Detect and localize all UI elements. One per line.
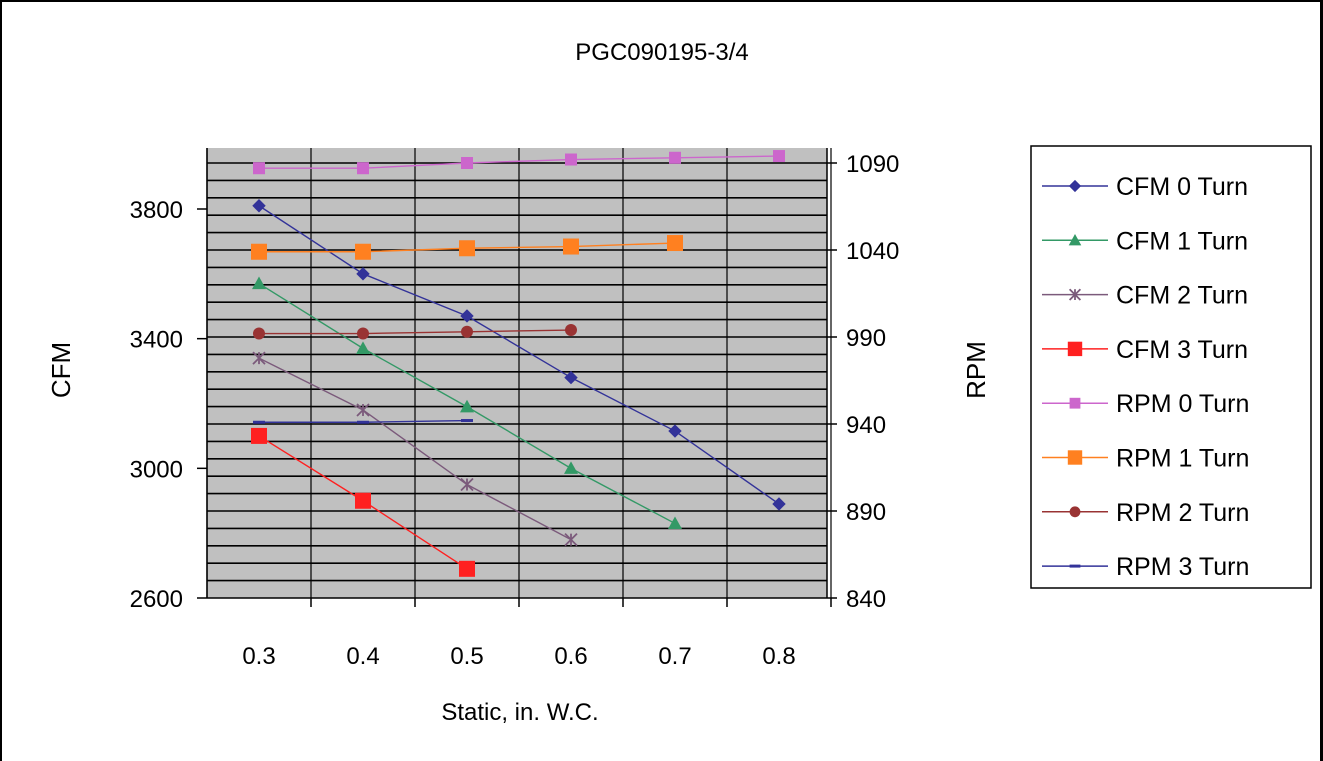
- y-tick-label: 3800: [130, 197, 183, 224]
- data-point: [1068, 179, 1082, 193]
- legend-item: RPM 0 Turn: [1042, 390, 1249, 418]
- x-tick-label: 0.5: [450, 643, 483, 670]
- y2-tick-label: 890: [846, 499, 886, 526]
- data-point: [1069, 506, 1081, 518]
- legend-label: RPM 3 Turn: [1116, 553, 1249, 581]
- y2-tick-label: 940: [846, 412, 886, 439]
- data-point: [459, 240, 475, 257]
- legend-label: CFM 2 Turn: [1116, 282, 1248, 310]
- data-point: [563, 238, 579, 255]
- y2-axis-label: RPM: [961, 341, 991, 399]
- legend-label: CFM 0 Turn: [1116, 173, 1248, 201]
- y2-tick-label: 840: [846, 586, 886, 613]
- data-point: [459, 560, 475, 577]
- x-tick-label: 0.4: [346, 643, 379, 670]
- data-point: [1069, 397, 1081, 409]
- series-cfm-3-turn: [251, 427, 475, 577]
- y2-tick-label: 1040: [846, 238, 899, 265]
- series-line: [258, 357, 572, 541]
- gridlines: [206, 148, 832, 598]
- data-point: [252, 276, 266, 290]
- data-point: [461, 157, 473, 169]
- plot-area: [207, 148, 827, 598]
- data-point: [1068, 288, 1082, 301]
- legend-item: CFM 2 Turn: [1042, 282, 1248, 310]
- x-tick-label: 0.8: [762, 643, 795, 670]
- data-point: [772, 497, 786, 511]
- series-rpm-0-turn: [253, 150, 785, 175]
- series-line: [259, 329, 572, 335]
- legend-label: CFM 3 Turn: [1116, 336, 1248, 364]
- legend-label: RPM 2 Turn: [1116, 499, 1249, 527]
- series-cfm-2-turn: [252, 351, 578, 547]
- data-point: [461, 325, 473, 338]
- legend-item: RPM 1 Turn: [1042, 445, 1249, 473]
- series-cfm-0-turn: [252, 199, 786, 511]
- data-point: [460, 309, 474, 323]
- legend-label: RPM 1 Turn: [1116, 445, 1249, 473]
- legend-item: RPM 3 Turn: [1042, 553, 1249, 581]
- data-point: [1067, 341, 1083, 357]
- x-tick-label: 0.6: [554, 643, 587, 670]
- data-point: [252, 199, 266, 213]
- data-point: [564, 461, 578, 474]
- data-point: [253, 162, 265, 175]
- data-point: [357, 162, 369, 175]
- data-point: [251, 243, 267, 260]
- series-line: [259, 155, 780, 169]
- y-tick-label: 3000: [130, 456, 183, 483]
- y-tick-label: 3400: [130, 327, 183, 354]
- data-point: [356, 267, 370, 281]
- legend-item: CFM 3 Turn: [1042, 336, 1248, 364]
- series-rpm-3-turn: [253, 419, 473, 424]
- series-line: [258, 205, 780, 505]
- x-tick-label: 0.7: [658, 643, 691, 670]
- data-point: [565, 153, 577, 166]
- data-point: [355, 492, 371, 509]
- legend-label: RPM 0 Turn: [1116, 390, 1249, 418]
- data-point: [357, 327, 369, 340]
- data-point: [669, 151, 681, 164]
- x-axis-label: Static, in. W.C.: [441, 699, 598, 726]
- data-point: [564, 370, 578, 385]
- y-axis-label: CFM: [46, 342, 76, 398]
- data-point: [253, 327, 265, 340]
- y-tick-label: 2600: [130, 586, 183, 613]
- data-point: [564, 533, 578, 547]
- x-tick-label: 0.3: [242, 643, 275, 670]
- data-point: [252, 351, 266, 365]
- data-point: [667, 235, 683, 252]
- data-point: [460, 399, 474, 413]
- legend-label: CFM 1 Turn: [1116, 227, 1248, 255]
- data-point: [251, 427, 267, 444]
- series-rpm-2-turn: [253, 324, 577, 340]
- data-point: [668, 516, 682, 530]
- legend: CFM 0 Turn CFM 1 Turn CFM 2 Turn CFM 3 Turn…: [1030, 145, 1312, 589]
- axes: 0.3 0.4 0.5 0.6 0.7 0.8 2600 3000 3400 3800 840 890…: [130, 148, 899, 670]
- legend-item: CFM 1 Turn: [1042, 227, 1248, 255]
- data-point: [668, 424, 682, 438]
- data-point: [565, 324, 577, 337]
- data-point: [355, 243, 371, 260]
- series-layer: [251, 150, 786, 577]
- data-point: [773, 150, 785, 163]
- data-point: [356, 403, 370, 417]
- data-point: [1067, 450, 1083, 465]
- data-point: [356, 341, 370, 354]
- chart-title: PGC090195-3/4: [575, 39, 748, 66]
- legend-item: RPM 2 Turn: [1042, 499, 1249, 527]
- legend-item: CFM 0 Turn: [1042, 173, 1248, 201]
- series-rpm-1-turn: [251, 235, 683, 260]
- y2-tick-label: 1090: [846, 151, 899, 178]
- y2-tick-label: 990: [846, 325, 886, 352]
- data-point: [460, 477, 474, 492]
- series-cfm-1-turn: [252, 276, 682, 530]
- data-point: [1068, 234, 1082, 246]
